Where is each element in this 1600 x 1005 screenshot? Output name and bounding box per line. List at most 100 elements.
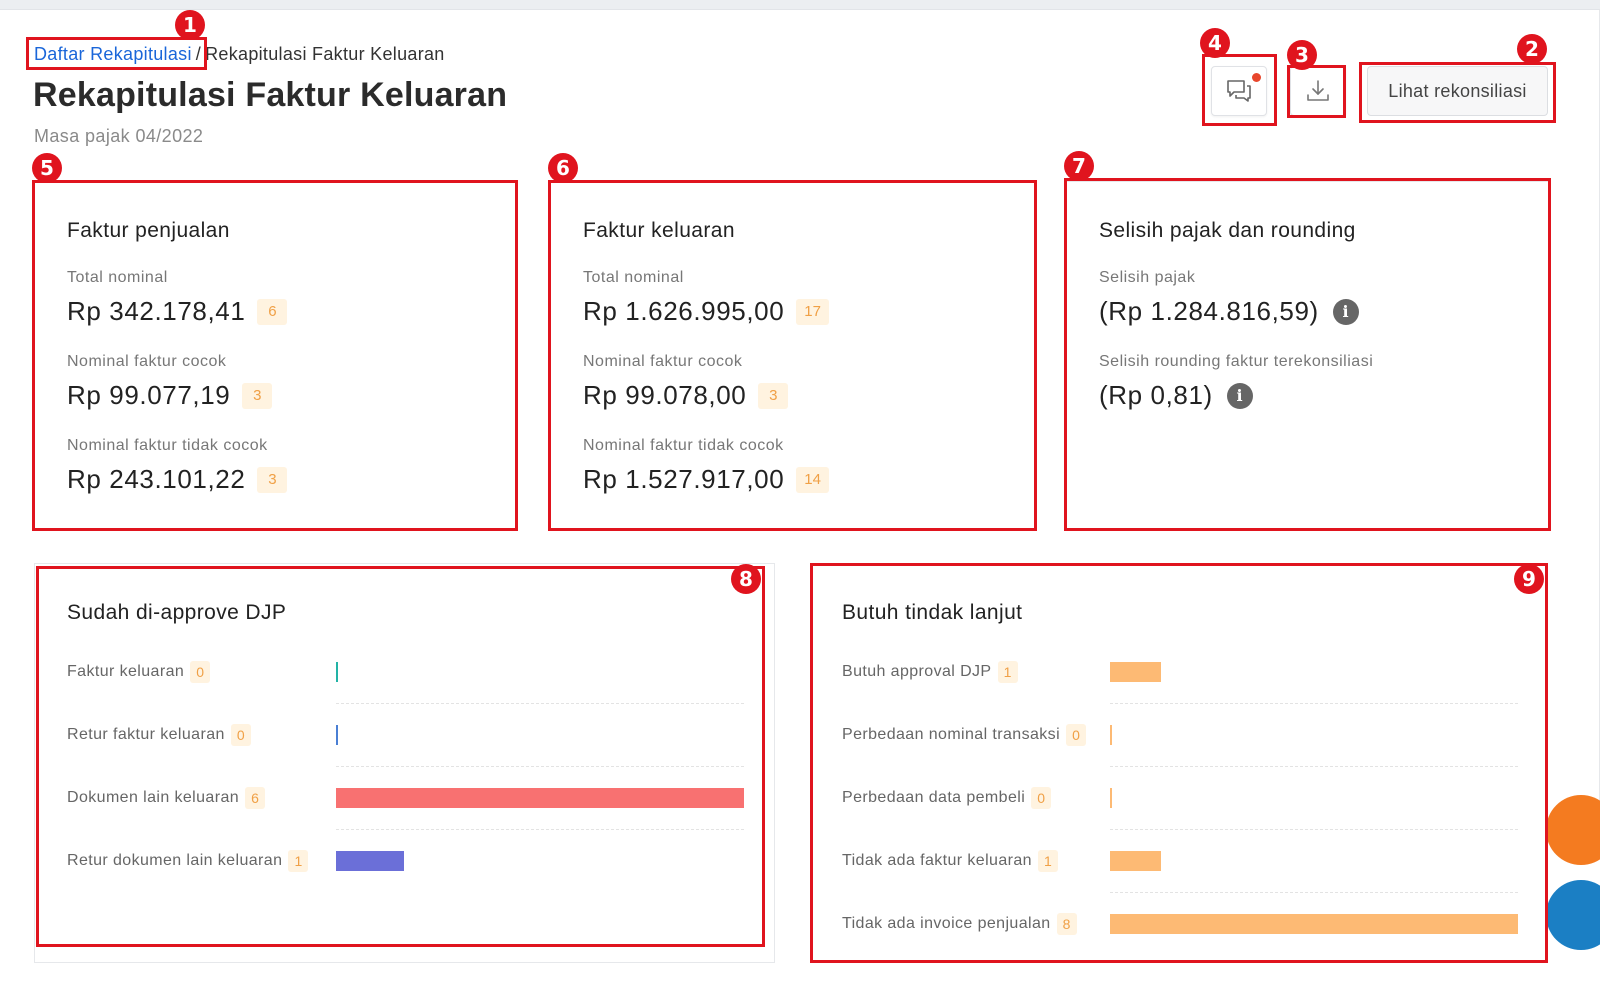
- bar-row: Faktur keluaran 0: [35, 661, 774, 724]
- metric-label-total-nominal: Total nominal: [67, 269, 168, 286]
- bar-track: [1110, 725, 1518, 745]
- bar-fill: [336, 851, 404, 871]
- info-icon[interactable]: i: [1226, 382, 1253, 409]
- bar-label: Dokumen lain keluaran 6: [67, 787, 266, 809]
- bar-label-text: Butuh approval DJP: [842, 663, 992, 680]
- approved-bar-list: Faktur keluaran 0 Retur faktur keluaran 0 Do…: [35, 661, 774, 941]
- followup-bar-list: Butuh approval DJP 1 Perbedaan nominal tra…: [811, 661, 1547, 961]
- metric-amount: Rp 99.078,00: [583, 380, 747, 410]
- bar-row: Tidak ada invoice penjualan 8: [811, 913, 1547, 976]
- card-faktur-keluaran: Faktur keluaran Total nominal Rp 1.626.9…: [550, 181, 1035, 530]
- bar-fill: [336, 725, 338, 745]
- bar-track: [336, 788, 744, 808]
- card-sudah-approve-djp: Sudah di-approve DJP Faktur keluaran 0 Ret…: [34, 563, 775, 963]
- row-divider: [336, 703, 744, 704]
- metric-value-nominal-cocok: Rp 99.078,00 3: [583, 380, 789, 411]
- bar-track: [336, 851, 744, 871]
- annotation-number-5: 5: [32, 153, 62, 183]
- row-divider: [336, 766, 744, 767]
- bar-row: Retur faktur keluaran 0: [35, 724, 774, 787]
- metric-amount: Rp 342.178,41: [67, 296, 246, 326]
- breadcrumb: Daftar Rekapitulasi / Rekapitulasi Faktur …: [34, 44, 445, 65]
- bar-label: Retur dokumen lain keluaran 1: [67, 850, 309, 872]
- bar-row: Perbedaan data pembeli 0: [811, 787, 1547, 850]
- bar-label-text: Perbedaan data pembeli: [842, 789, 1026, 806]
- bar-track: [1110, 914, 1518, 934]
- bar-label-text: Perbedaan nominal transaksi: [842, 726, 1061, 743]
- bar-label: Tidak ada faktur keluaran 1: [842, 850, 1058, 872]
- card-title: Sudah di-approve DJP: [67, 601, 287, 624]
- bar-fill: [1110, 788, 1112, 808]
- bar-track: [1110, 662, 1518, 682]
- row-divider: [1110, 892, 1518, 893]
- annotation-number-9: 9: [1514, 564, 1544, 594]
- top-bar: [0, 0, 1600, 10]
- metric-label-selisih-rounding: Selisih rounding faktur terekonsiliasi: [1099, 353, 1374, 370]
- breadcrumb-separator: /: [195, 44, 202, 64]
- bar-fill: [1110, 662, 1161, 682]
- annotation-number-4: 4: [1200, 28, 1230, 58]
- lihat-rekonsiliasi-button[interactable]: Lihat rekonsiliasi: [1367, 66, 1548, 116]
- count-badge: 8: [1056, 913, 1077, 935]
- floating-help-button[interactable]: [1546, 795, 1600, 865]
- metric-value-nominal-tidak-cocok: Rp 1.527.917,00 14: [583, 464, 829, 495]
- count-badge: 17: [796, 298, 829, 325]
- card-butuh-tindak-lanjut: Butuh tindak lanjut Butuh approval DJP 1 P…: [810, 563, 1548, 963]
- metric-label-nominal-tidak-cocok: Nominal faktur tidak cocok: [583, 437, 784, 454]
- bar-track: [1110, 788, 1518, 808]
- bar-label-text: Faktur keluaran: [67, 663, 185, 680]
- bar-label-text: Tidak ada faktur keluaran: [842, 852, 1032, 869]
- count-badge: 3: [242, 382, 273, 409]
- annotation-number-1: 1: [175, 10, 205, 40]
- bar-row: Dokumen lain keluaran 6: [35, 787, 774, 850]
- comment-button[interactable]: [1211, 66, 1267, 116]
- count-badge: 0: [1066, 724, 1087, 746]
- download-button[interactable]: [1290, 66, 1346, 116]
- bar-fill: [336, 662, 338, 682]
- count-badge: 6: [245, 787, 266, 809]
- count-badge: 3: [758, 382, 789, 409]
- metric-value-selisih-pajak: (Rp 1.284.816,59) i: [1099, 296, 1359, 327]
- count-badge: 1: [288, 850, 309, 872]
- download-icon: [1304, 77, 1332, 105]
- metric-value-selisih-rounding: (Rp 0,81) i: [1099, 380, 1253, 411]
- count-badge: 1: [997, 661, 1018, 683]
- card-faktur-penjualan: Faktur penjualan Total nominal Rp 342.17…: [34, 181, 516, 530]
- bar-row: Perbedaan nominal transaksi 0: [811, 724, 1547, 787]
- annotation-number-8: 8: [731, 564, 761, 594]
- bar-label-text: Retur dokumen lain keluaran: [67, 852, 283, 869]
- metric-value-total-nominal: Rp 1.626.995,00 17: [583, 296, 829, 327]
- page-subtitle: Masa pajak 04/2022: [34, 126, 204, 146]
- bar-track: [336, 662, 744, 682]
- annotation-number-2: 2: [1517, 34, 1547, 64]
- bar-row: Butuh approval DJP 1: [811, 661, 1547, 724]
- notification-dot: [1252, 73, 1261, 82]
- annotation-number-3: 3: [1287, 40, 1317, 70]
- breadcrumb-link-daftar-rekapitulasi[interactable]: Daftar Rekapitulasi: [34, 44, 192, 64]
- card-title: Butuh tindak lanjut: [842, 601, 1023, 624]
- count-badge: 6: [257, 298, 288, 325]
- card-selisih-pajak: Selisih pajak dan rounding Selisih pajak…: [1066, 181, 1549, 530]
- floating-chat-button[interactable]: [1546, 880, 1600, 950]
- chat-bubbles-icon: [1225, 77, 1253, 105]
- metric-value-total-nominal: Rp 342.178,41 6: [67, 296, 288, 327]
- count-badge: 1: [1037, 850, 1058, 872]
- bar-fill: [1110, 851, 1161, 871]
- bar-track: [1110, 851, 1518, 871]
- info-icon[interactable]: i: [1332, 298, 1359, 325]
- annotation-number-6: 6: [548, 153, 578, 183]
- card-title: Faktur keluaran: [583, 219, 735, 242]
- row-divider: [1110, 766, 1518, 767]
- metric-amount: Rp 1.527.917,00: [583, 464, 785, 494]
- bar-track: [336, 725, 744, 745]
- metric-amount: (Rp 1.284.816,59): [1099, 296, 1319, 326]
- card-title: Selisih pajak dan rounding: [1099, 219, 1356, 242]
- metric-label-nominal-tidak-cocok: Nominal faktur tidak cocok: [67, 437, 268, 454]
- metric-amount: Rp 1.626.995,00: [583, 296, 785, 326]
- bar-row: Tidak ada faktur keluaran 1: [811, 850, 1547, 913]
- metric-amount: Rp 99.077,19: [67, 380, 231, 410]
- bar-label-text: Retur faktur keluaran: [67, 726, 225, 743]
- bar-label-text: Tidak ada invoice penjualan: [842, 915, 1051, 932]
- metric-label-nominal-cocok: Nominal faktur cocok: [67, 353, 227, 370]
- row-divider: [1110, 703, 1518, 704]
